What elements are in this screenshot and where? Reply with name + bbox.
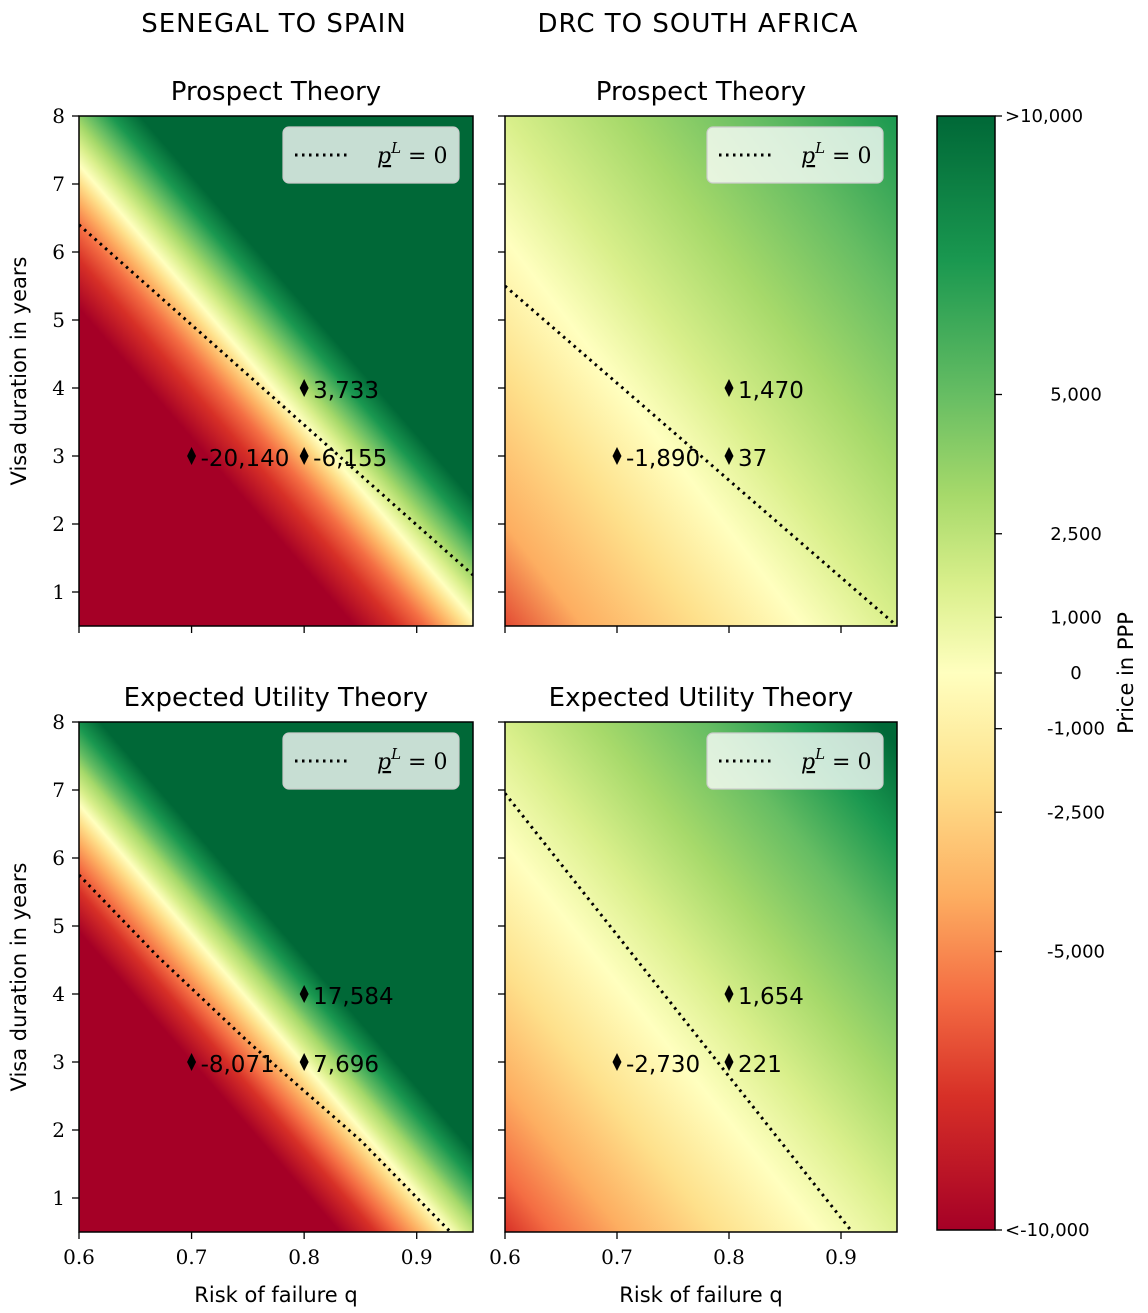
legend-box xyxy=(706,732,884,790)
panel-title: Prospect Theory xyxy=(596,77,806,107)
column-title-drc: DRC TO SOUTH AFRICA xyxy=(538,9,859,39)
colorbar-tick-label: 0 xyxy=(1070,663,1081,684)
colorbar-tick-label: -5,000 xyxy=(1047,942,1105,963)
y-axis-label: Visa duration in years xyxy=(7,257,31,486)
y-tick-label: 1 xyxy=(52,1186,65,1210)
y-tick-label: 4 xyxy=(52,376,65,400)
panel-2: Prospect Theory pL = 0 1,470 -1,890 37 xyxy=(498,77,898,633)
data-point-label: 1,470 xyxy=(738,378,804,404)
y-tick-label: 8 xyxy=(52,710,65,734)
y-tick-label: 6 xyxy=(52,240,65,264)
heatmap-field xyxy=(79,722,473,1232)
y-tick-label: 5 xyxy=(52,914,65,938)
data-point-label: 17,584 xyxy=(313,984,393,1010)
legend: pL = 0 xyxy=(706,126,884,184)
legend-box xyxy=(706,126,884,184)
y-tick-label: 7 xyxy=(52,172,65,196)
colorbar-label: Price in PPP xyxy=(1114,612,1138,734)
legend-label: pL = 0 xyxy=(377,745,447,775)
plot-frame xyxy=(78,115,474,627)
data-point-marker xyxy=(299,985,309,1003)
colorbar-scale xyxy=(936,115,996,1231)
legend-box xyxy=(282,126,460,184)
zero-price-line xyxy=(505,284,897,626)
y-tick-label: 8 xyxy=(52,104,65,128)
heatmap-field xyxy=(505,116,897,626)
plot-frame xyxy=(504,115,898,627)
panel-4: Expected Utility Theory 0.6 0.7 0.8 0.9 Risk … xyxy=(489,683,898,1307)
panel-title: Expected Utility Theory xyxy=(124,683,429,713)
data-point-label: 3,733 xyxy=(313,378,379,404)
panel-3: Expected Utility Theory 0.6 0.7 0.8 0.9 1 2 3 4 5… xyxy=(7,683,474,1307)
data-point-label: -8,071 xyxy=(201,1052,275,1078)
data-point-marker xyxy=(187,1053,197,1071)
y-tick-label: 7 xyxy=(52,778,65,802)
panel-title: Expected Utility Theory xyxy=(549,683,854,713)
x-tick-label: 0.7 xyxy=(601,1245,633,1269)
heatmap-field xyxy=(505,722,897,1232)
y-tick-label: 2 xyxy=(52,1118,65,1142)
colorbar-tick-label: >10,000 xyxy=(1005,106,1083,127)
colorbar: >10,000 5,000 2,500 1,000 0 -1,000 -2,500 -5,00… xyxy=(936,106,1138,1241)
data-point-marker xyxy=(612,447,622,465)
data-point-label: 7,696 xyxy=(313,1052,379,1078)
heatmap-field xyxy=(79,116,473,626)
x-tick-label: 0.6 xyxy=(489,1245,521,1269)
colorbar-tick-label: 2,500 xyxy=(1050,524,1102,545)
legend: pL = 0 xyxy=(706,732,884,790)
data-point-marker xyxy=(724,985,734,1003)
colorbar-tick-label: -1,000 xyxy=(1047,719,1105,740)
legend-label: pL = 0 xyxy=(377,139,447,169)
y-tick-label: 3 xyxy=(52,1050,65,1074)
colorbar-tick-label: -2,500 xyxy=(1047,802,1105,823)
data-point-marker xyxy=(724,1053,734,1071)
colorbar-tick-label: 5,000 xyxy=(1050,385,1102,406)
data-point-label: -1,890 xyxy=(626,446,700,472)
colorbar-tick-label: <-10,000 xyxy=(1005,1220,1090,1241)
data-point-label: 37 xyxy=(738,446,767,472)
panel-1: Prospect Theory 1 2 3 4 5 6 7 8 Visa duration in … xyxy=(7,77,474,633)
y-tick-label: 2 xyxy=(52,512,65,536)
legend: pL = 0 xyxy=(282,126,460,184)
legend: pL = 0 xyxy=(282,732,460,790)
x-tick-label: 0.9 xyxy=(401,1245,433,1269)
data-point-label: -20,140 xyxy=(201,446,290,472)
x-axis-label: Risk of failure q xyxy=(194,1283,357,1307)
y-tick-label: 1 xyxy=(52,580,65,604)
legend-label: pL = 0 xyxy=(801,139,871,169)
data-point-marker xyxy=(724,379,734,397)
legend-label: pL = 0 xyxy=(801,745,871,775)
x-tick-label: 0.8 xyxy=(713,1245,745,1269)
data-point-marker xyxy=(187,447,197,465)
x-tick-label: 0.9 xyxy=(825,1245,857,1269)
column-title-senegal: SENEGAL TO SPAIN xyxy=(141,9,407,39)
plot-frame xyxy=(504,721,898,1233)
x-tick-label: 0.8 xyxy=(288,1245,320,1269)
panel-title: Prospect Theory xyxy=(171,77,381,107)
plot-frame xyxy=(78,721,474,1233)
y-tick-label: 4 xyxy=(52,982,65,1006)
x-axis-label: Risk of failure q xyxy=(619,1283,782,1307)
zero-price-line xyxy=(505,792,854,1232)
data-point-label: -2,730 xyxy=(626,1052,700,1078)
data-point-label: 1,654 xyxy=(738,984,804,1010)
data-point-marker xyxy=(299,1053,309,1071)
data-point-marker xyxy=(299,447,309,465)
data-point-label: 221 xyxy=(738,1052,782,1078)
x-tick-label: 0.6 xyxy=(63,1245,95,1269)
colorbar-tick-label: 1,000 xyxy=(1050,607,1102,628)
legend-box xyxy=(282,732,460,790)
y-tick-label: 6 xyxy=(52,846,65,870)
x-tick-label: 0.7 xyxy=(176,1245,208,1269)
data-point-label: -6,155 xyxy=(313,446,387,472)
y-tick-label: 5 xyxy=(52,308,65,332)
panels: Prospect Theory 1 2 3 4 5 6 7 8 Visa duration in … xyxy=(7,77,898,1307)
y-tick-label: 3 xyxy=(52,444,65,468)
data-point-marker xyxy=(612,1053,622,1071)
data-point-marker xyxy=(724,447,734,465)
y-axis-label: Visa duration in years xyxy=(7,863,31,1092)
data-point-marker xyxy=(299,379,309,397)
